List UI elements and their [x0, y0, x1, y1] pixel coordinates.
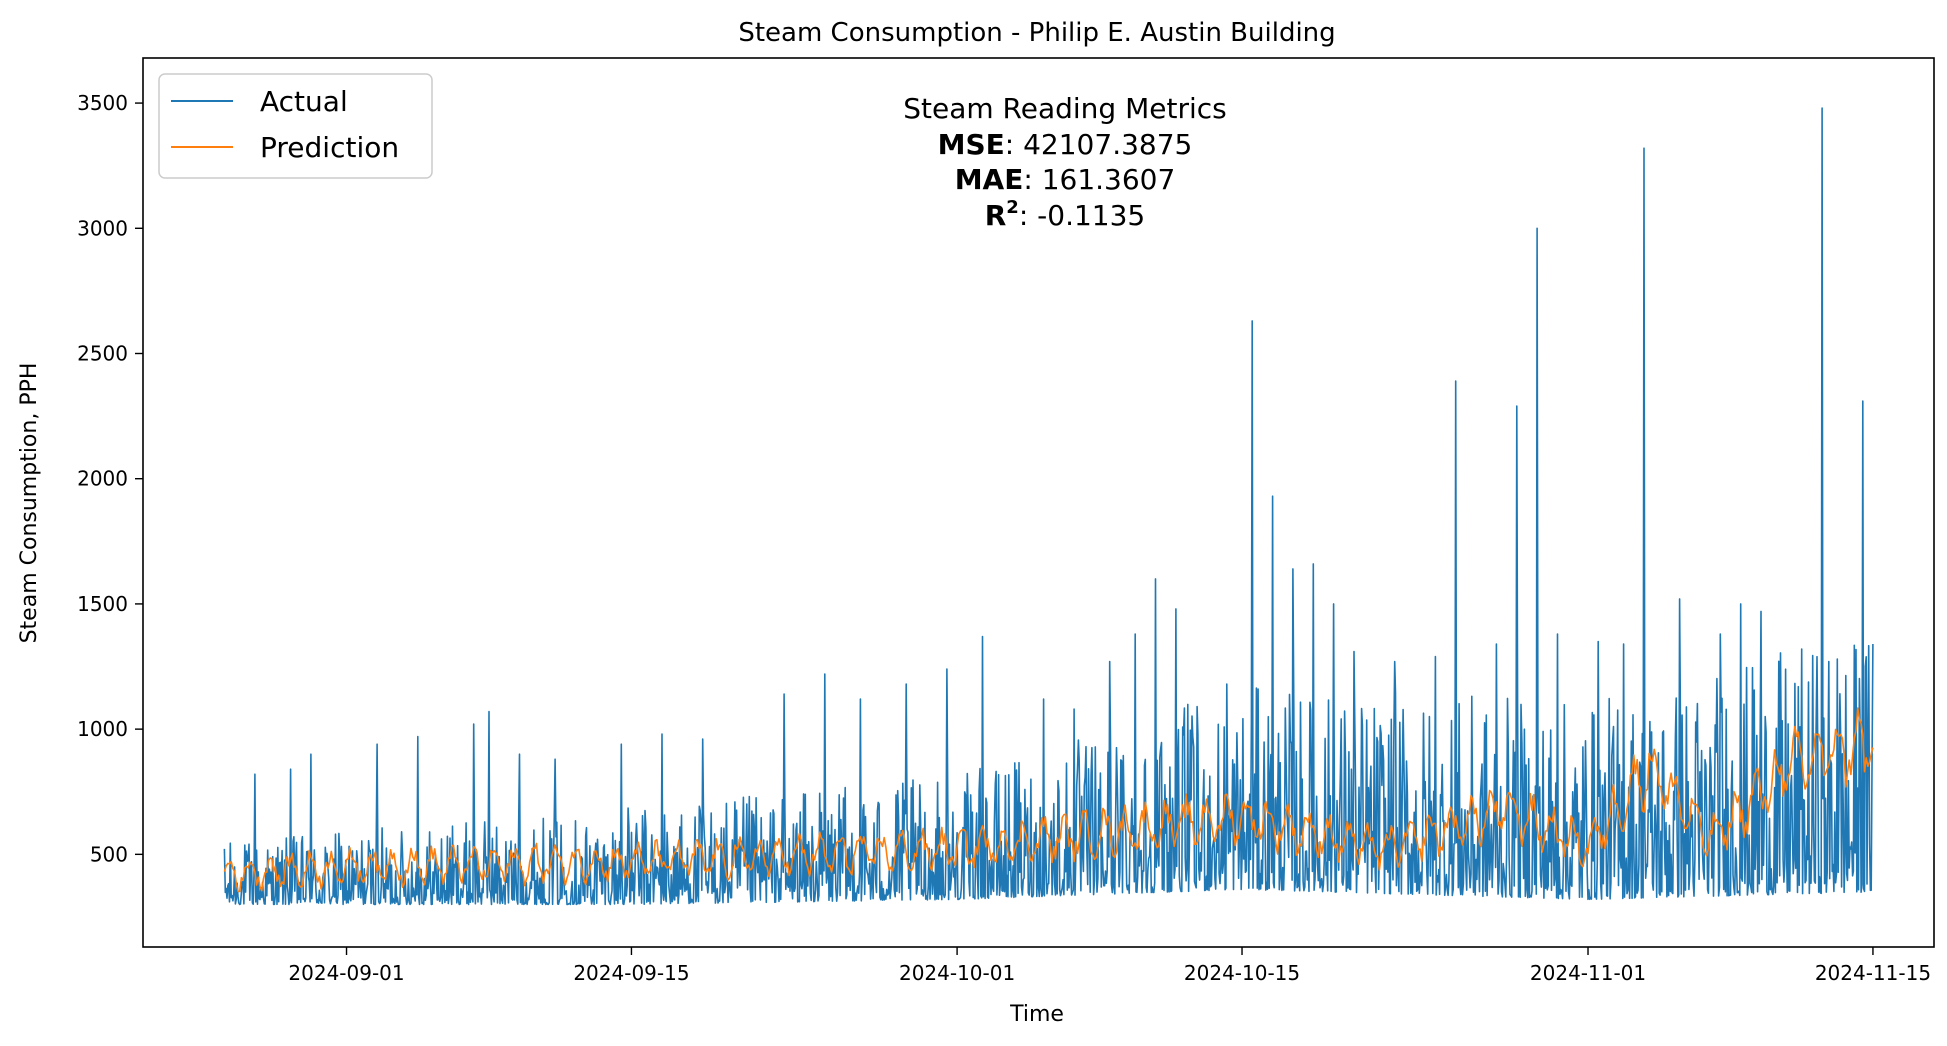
metrics-annotation: Steam Reading Metrics MSE: 42107.3875 MA… [903, 92, 1227, 232]
prediction-line [223, 707, 1874, 893]
legend-actual-label: Actual [260, 85, 348, 118]
metric-r2-key: R [985, 199, 1007, 232]
metric-mae-key: MAE [955, 163, 1024, 196]
y-tick-label: 2500 [77, 341, 128, 365]
metric-r2-value: : -0.1135 [1019, 199, 1145, 232]
x-axis-ticks: 2024-09-01 2024-09-15 2024-10-01 2024-10-15… [288, 947, 1931, 985]
x-tick-label: 2024-11-15 [1815, 961, 1931, 985]
prediction-series [223, 707, 1874, 893]
metric-mse-key: MSE [938, 128, 1005, 161]
plot-area [223, 107, 1874, 906]
y-tick-label: 500 [90, 842, 128, 866]
metrics-title: Steam Reading Metrics [903, 92, 1227, 125]
metric-r2: R2: -0.1135 [985, 197, 1146, 232]
x-tick-label: 2024-10-15 [1184, 961, 1300, 985]
chart-title: Steam Consumption - Philip E. Austin Bui… [738, 18, 1335, 48]
metric-mae: MAE: 161.3607 [955, 163, 1176, 196]
actual-series [223, 107, 1874, 906]
y-tick-label: 2000 [77, 467, 128, 491]
metric-r2-sup: 2 [1006, 197, 1019, 218]
legend: Actual Prediction [158, 73, 433, 179]
x-tick-label: 2024-09-15 [573, 961, 689, 985]
x-tick-label: 2024-09-01 [288, 961, 404, 985]
y-tick-label: 1000 [77, 717, 128, 741]
y-tick-label: 1500 [77, 592, 128, 616]
y-tick-label: 3500 [77, 91, 128, 115]
metric-mse-value: : 42107.3875 [1005, 128, 1193, 161]
legend-prediction-label: Prediction [260, 131, 399, 164]
x-axis-label: Time [1009, 1002, 1064, 1027]
x-tick-label: 2024-11-01 [1530, 961, 1646, 985]
y-axis-ticks: 500 1000 1500 2000 2500 3000 3500 [77, 91, 143, 866]
plot-frame [142, 57, 1935, 948]
x-tick-label: 2024-10-01 [899, 961, 1015, 985]
actual-line [223, 107, 1874, 906]
y-axis-label: Steam Consumption, PPH [17, 363, 42, 644]
metric-mae-value: : 161.3607 [1023, 163, 1175, 196]
y-tick-label: 3000 [77, 216, 128, 240]
metric-mse: MSE: 42107.3875 [938, 128, 1193, 161]
